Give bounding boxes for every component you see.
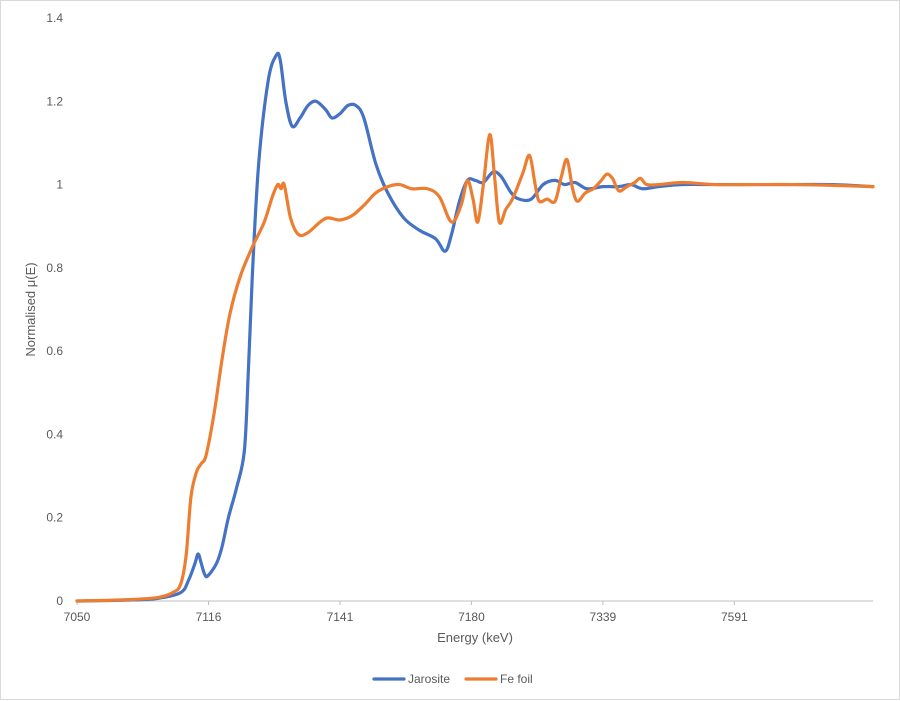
y-tick-label: 0.4 [46,427,63,441]
x-tick-label: 7180 [458,610,485,624]
series-line-fe-foil [75,132,875,603]
y-tick-label: 0.6 [46,344,63,358]
y-tick-label: 1 [56,178,63,192]
y-axis-ticks: 0 0.2 0.4 0.6 0.8 1 1.2 1.4 [46,11,63,608]
y-tick-label: 1.4 [46,11,63,25]
x-tick-label: 7050 [64,610,91,624]
legend-label-fe-foil: Fe foil [500,672,533,686]
x-tick-label: 7339 [590,610,617,624]
y-tick-label: 0 [56,594,63,608]
y-tick-label: 0.8 [46,261,63,275]
y-tick-label: 0.2 [46,511,63,525]
x-axis-title: Energy (keV) [437,630,513,645]
legend-label-jarosite: Jarosite [408,672,450,686]
series-line-jarosite [75,51,875,603]
x-tick-label: 7591 [721,610,748,624]
legend: Jarosite Fe foil [372,672,533,686]
x-tick-label: 7141 [327,610,354,624]
x-axis-ticks: 7050 7116 7141 7180 7339 7591 [64,601,748,624]
y-axis-title: Normalised μ(E) [23,262,38,356]
series-layer [75,51,875,603]
x-tick-label: 7116 [196,610,222,624]
y-tick-label: 1.2 [46,94,63,108]
